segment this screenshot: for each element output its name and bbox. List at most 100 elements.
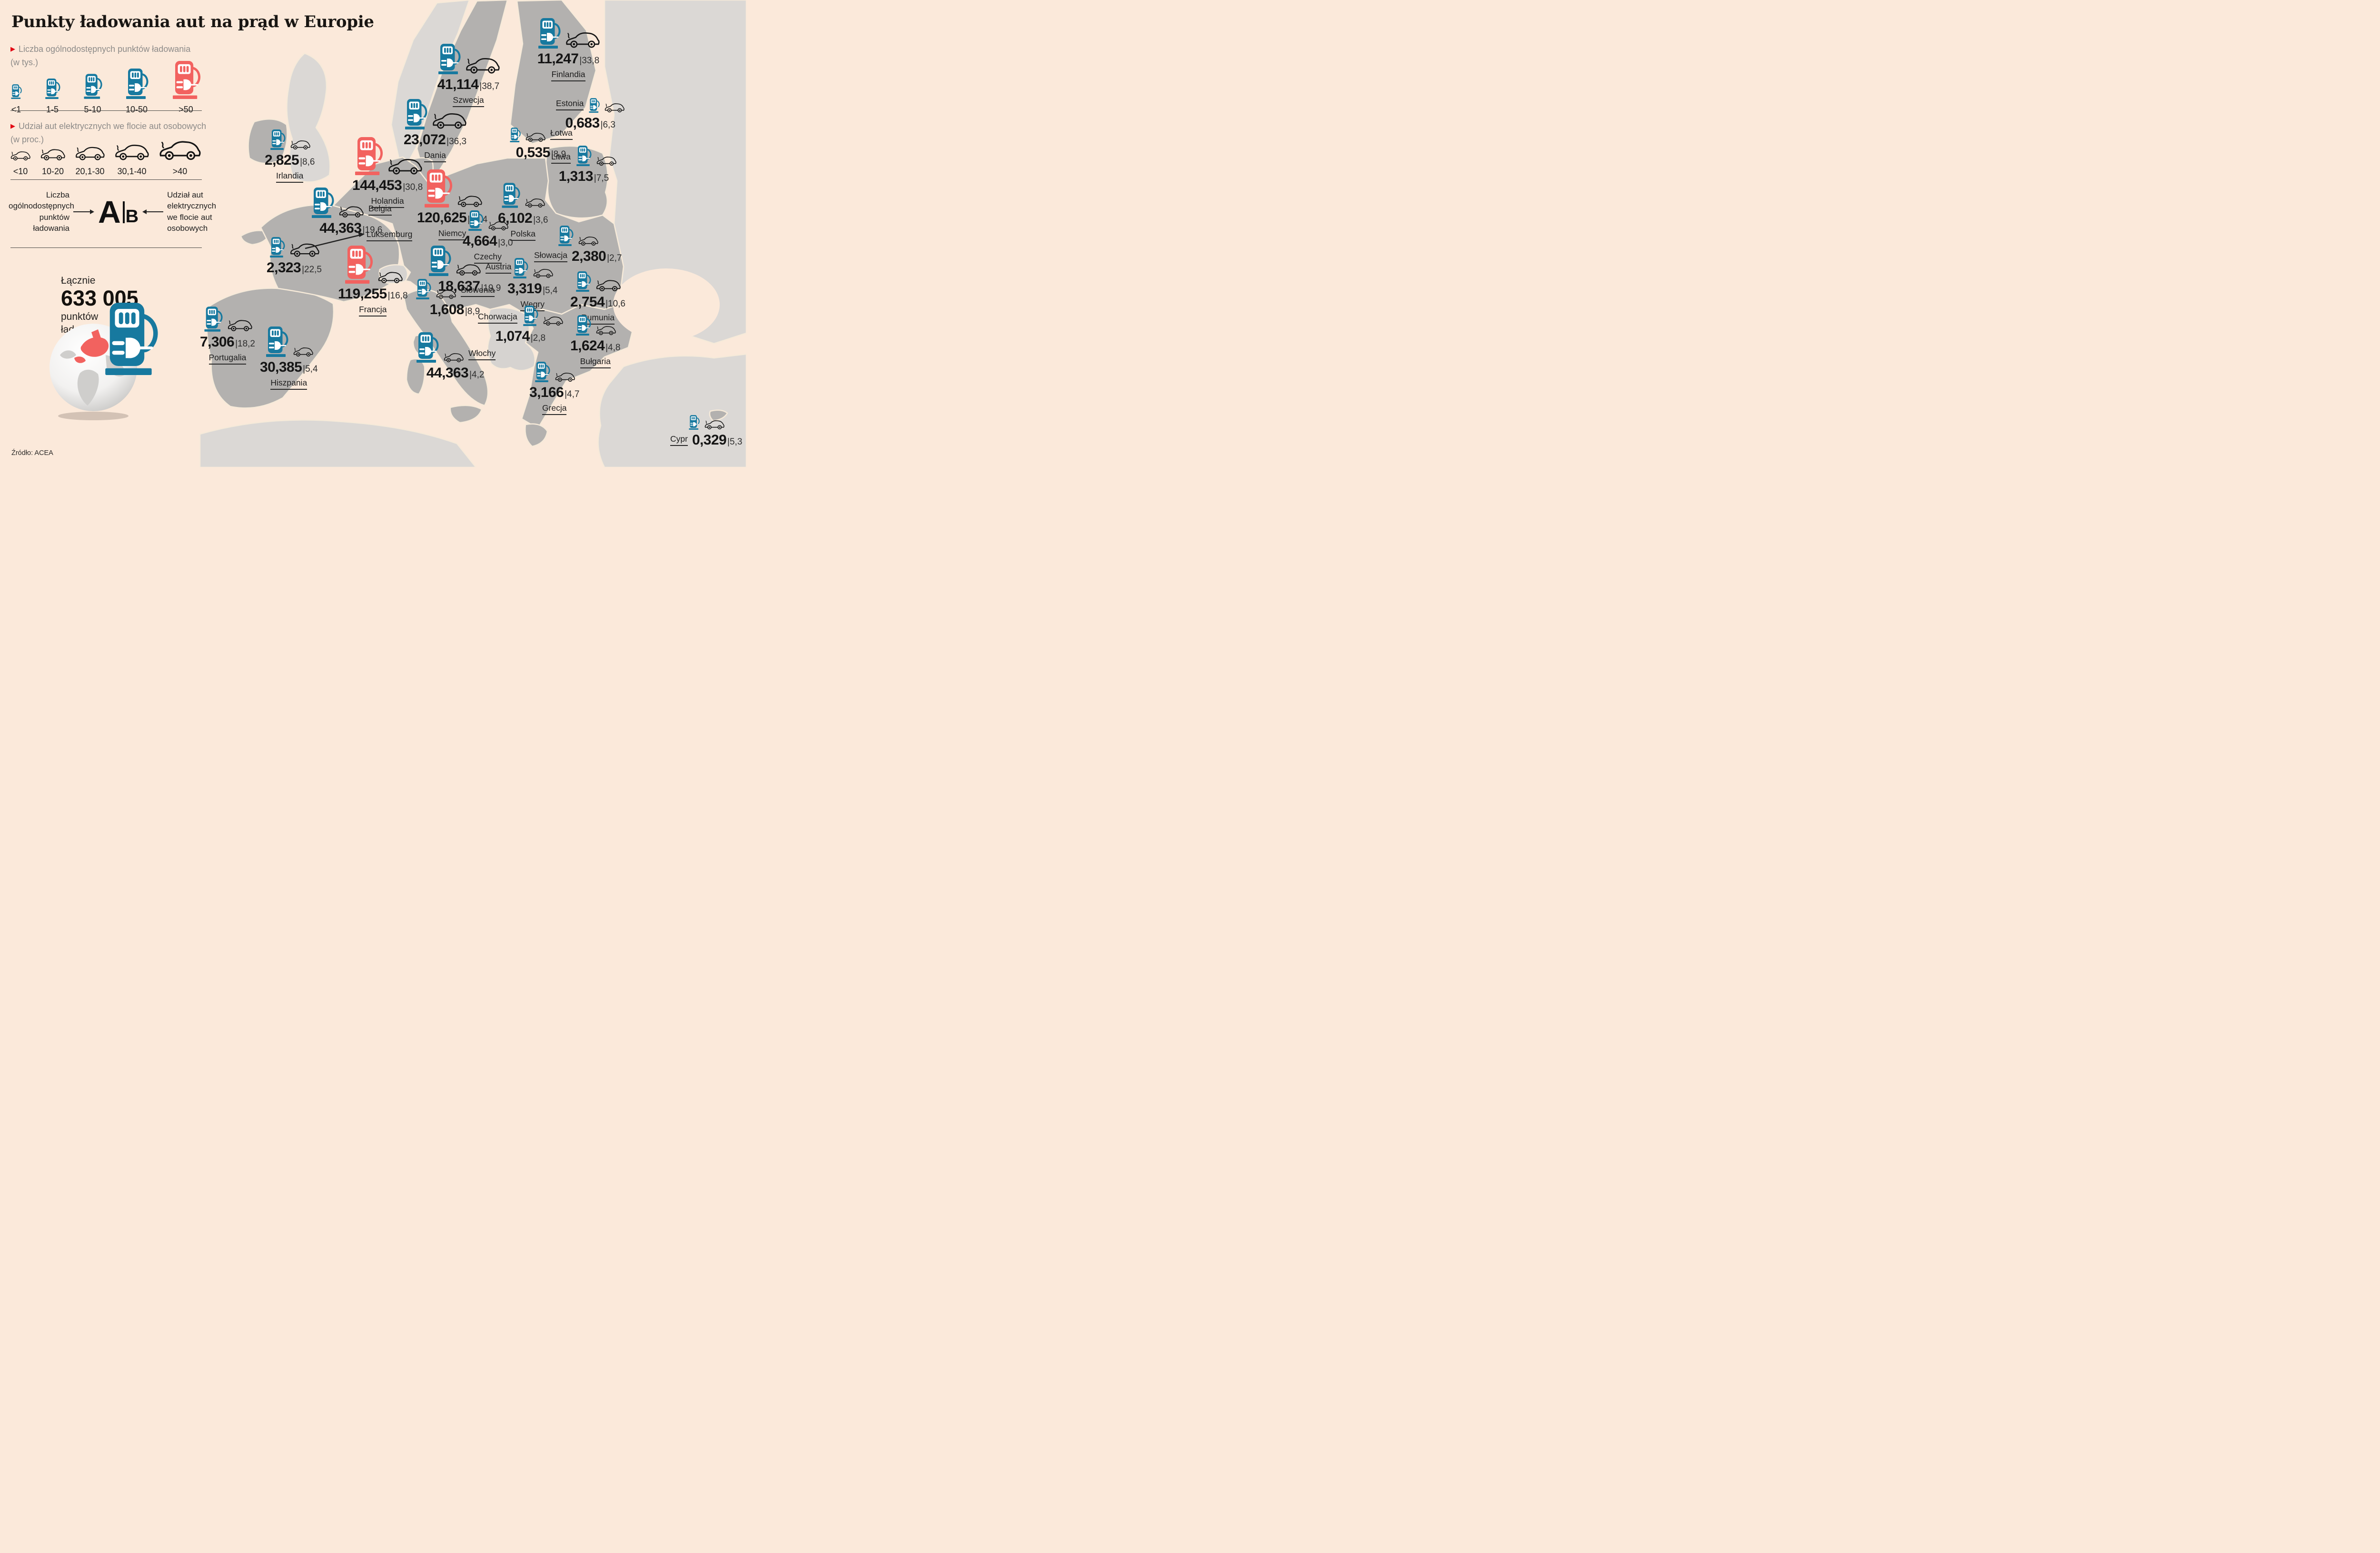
country-bulgaria: 1,624 |4,8 Bułgaria: [570, 315, 620, 368]
total-label: Łącznie: [61, 275, 96, 286]
country-icons: [501, 183, 545, 208]
legend-bucket-20,1-30: 20,1-30: [75, 146, 105, 177]
ev-share-value: |30,8: [403, 182, 423, 192]
ev-car-icon: [40, 148, 65, 161]
ev-share-value: |4,2: [469, 370, 485, 380]
ab-explainer: Liczba ogólnodostępnych punktów ładowani…: [9, 189, 216, 234]
charger-icon: [203, 307, 223, 332]
ev-car-icon: [488, 221, 508, 231]
ev-share-value: |36,3: [446, 137, 467, 147]
ev-share-value: |6,3: [600, 120, 615, 130]
country-value-row: Cypr 0,329 |5,3: [670, 430, 742, 447]
ev-car-icon: [432, 112, 466, 129]
country-label-row: Polska: [510, 229, 536, 241]
legend-bucket-label: 10-50: [125, 105, 148, 114]
country-label: Dania: [424, 150, 446, 162]
country-icons: Włochy: [415, 332, 496, 363]
infographic: Punkty ładowania aut na prąd w Europie ▶…: [0, 0, 746, 467]
ev-share-value: |5,4: [303, 364, 318, 374]
charger-icon: [537, 18, 561, 49]
country-label: Niemcy: [438, 228, 466, 240]
legend-bucket-5-10: 5-10: [83, 74, 102, 115]
country-dania: 23,072 |36,3 Dania: [404, 99, 466, 162]
country-label-row: Grecja: [542, 403, 567, 415]
charger-icon: [404, 99, 427, 129]
charger-icon: [171, 61, 201, 99]
country-icons: Słowenia: [415, 279, 495, 299]
country-icons: [437, 44, 500, 74]
legend-bucket->50: >50: [171, 61, 201, 115]
country-estonia: Estonia 0,683 |6,3: [556, 98, 625, 130]
ab-right-text: Udział aut elektrycznych we flocie aut o…: [167, 190, 217, 233]
ev-car-icon: [596, 326, 616, 336]
country-label-row: Bułgaria: [580, 356, 611, 368]
country-value: 18,637 |19,9: [438, 279, 501, 294]
red-triangle-icon: ▶: [10, 122, 15, 129]
country-label: Irlandia: [276, 171, 304, 183]
country-label: Litwa: [551, 152, 571, 164]
country-chorwacja: Chorwacja 1,074 |2,8: [478, 306, 563, 344]
country-value: 2,323 |22,5: [267, 261, 322, 275]
charger-icon: [575, 146, 592, 166]
ev-car-icon: [10, 151, 30, 161]
ev-car-icon: [159, 140, 201, 161]
country-value-row: 23,072 |36,3: [404, 129, 466, 147]
legend-bucket->40: >40: [159, 140, 201, 177]
charging-points-value: 1,608: [429, 302, 465, 317]
country-value-row: 1,624 |4,8: [570, 336, 620, 353]
country-value: 0,683 |6,3: [565, 116, 615, 130]
legend-bucket-label: 5-10: [84, 105, 101, 114]
charger-icon: [125, 69, 149, 99]
country-wlochy: Włochy 44,363 |4,2: [415, 332, 496, 380]
arrow-left-icon: [142, 209, 164, 214]
ev-car-icon: [228, 319, 252, 332]
country-grecja: 3,166 |4,7 Grecja: [529, 362, 579, 415]
country-value: 2,825 |8,6: [265, 153, 315, 168]
country-polska: 6,102 |3,6 Polska: [498, 183, 548, 241]
country-icons: [688, 415, 724, 430]
country-szwecja: 41,114 |38,7 Szwecja: [437, 44, 500, 107]
charging-points-value: 1,074: [495, 328, 530, 344]
charger-icon: [269, 129, 286, 150]
country-value-row: 6,102 |3,6: [498, 208, 548, 226]
charger-icon: [83, 74, 102, 99]
ev-share-value: |2,7: [607, 253, 622, 263]
charger-icon: [44, 79, 60, 99]
ev-car-icon: [466, 57, 500, 74]
country-belgia: Belgia 44,363 |19,6: [310, 188, 392, 236]
legend-bucket-label: <1: [11, 105, 21, 114]
country-hiszpania: 30,385 |5,4 Hiszpania: [260, 326, 318, 390]
country-value-row: 3,319 |5,4: [507, 278, 557, 296]
charger-icon: [343, 246, 373, 284]
country-icons: [557, 226, 598, 246]
label-arrow-icon: [305, 232, 365, 249]
charger-icon: [265, 326, 288, 357]
charger-icon: [575, 315, 591, 336]
country-value-row: 44,363 |4,2: [426, 363, 485, 380]
charger-icon: [557, 226, 574, 246]
country-value: 144,453 |30,8: [352, 178, 423, 193]
charger-icon: [415, 279, 431, 299]
charging-points-value: 2,825: [265, 152, 299, 168]
ev-car-icon: [456, 264, 481, 276]
legend-bucket-label: 20,1-30: [75, 167, 105, 176]
charging-points-value: 23,072: [404, 132, 446, 148]
country-value: 119,255 |16,8: [338, 287, 408, 301]
charging-points-value: 6,102: [498, 210, 533, 226]
country-value-row: 41,114 |38,7: [437, 74, 499, 92]
legend-bucket-10-50: 10-50: [125, 69, 149, 115]
country-value-row: 44,363 |19,6: [319, 218, 382, 236]
charging-points-value: 11,247: [537, 51, 579, 67]
charger-icon: [437, 44, 461, 74]
legend-share-label: Udział aut elektrycznych we flocie aut o…: [19, 121, 207, 131]
country-portugalia: 7,306 |18,2 Portugalia: [200, 307, 255, 365]
legend-points-unit: (w tys.): [10, 57, 38, 67]
country-label: Holandia: [371, 196, 404, 208]
country-label-row: Rumunia: [581, 313, 615, 325]
charging-points-value: 41,114: [437, 77, 479, 92]
legend-bucket-label: 10-20: [41, 167, 64, 176]
charger-icon: [353, 137, 383, 175]
charging-points-value: 2,380: [572, 248, 606, 264]
country-value-row: 4,664 |3,0: [463, 231, 513, 248]
charger-icon: [467, 210, 484, 231]
